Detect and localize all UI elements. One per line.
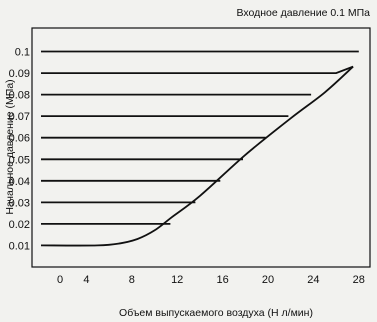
y-tick-label: 0.08 <box>9 90 30 102</box>
x-tick-label: 20 <box>262 274 274 286</box>
plot-frame <box>31 27 371 268</box>
x-tick-label: 12 <box>171 274 183 286</box>
x-tick-label: 4 <box>83 274 89 286</box>
y-axis-label: Начальное давление (МПа) <box>4 79 16 214</box>
y-tick-label: 0.09 <box>9 68 30 80</box>
series-line-2 <box>41 65 354 74</box>
x-axis-label: Объем выпускаемого воздуха (Н л/мин) <box>119 307 313 319</box>
y-tick-label: 0.05 <box>9 154 30 166</box>
y-tick-labels: 0.01 0.02 0.03 0.04 0.05 0.06 0.07 0.08 0.09 0.1 <box>9 47 30 253</box>
x-tick-label: 24 <box>307 274 319 286</box>
y-tick-label: 0.07 <box>9 111 30 123</box>
x-tick-label: 0 <box>57 274 63 286</box>
series-line-10 <box>40 65 354 247</box>
x-tick-labels: 0 4 8 12 16 20 24 28 <box>57 274 365 286</box>
y-tick-label: 0.03 <box>9 197 30 209</box>
y-tick-label: 0.02 <box>9 219 30 231</box>
chart-title: Входное давление 0.1 МПа <box>237 7 371 19</box>
series-layer <box>40 50 359 247</box>
x-tick-label: 8 <box>129 274 135 286</box>
y-tick-label: 0.01 <box>9 240 30 252</box>
y-tick-label: 0.06 <box>9 133 30 145</box>
x-tick-label: 16 <box>216 274 228 286</box>
x-tick-label: 28 <box>353 274 365 286</box>
y-tick-label: 0.04 <box>9 176 30 188</box>
y-tick-label: 0.1 <box>15 47 30 59</box>
